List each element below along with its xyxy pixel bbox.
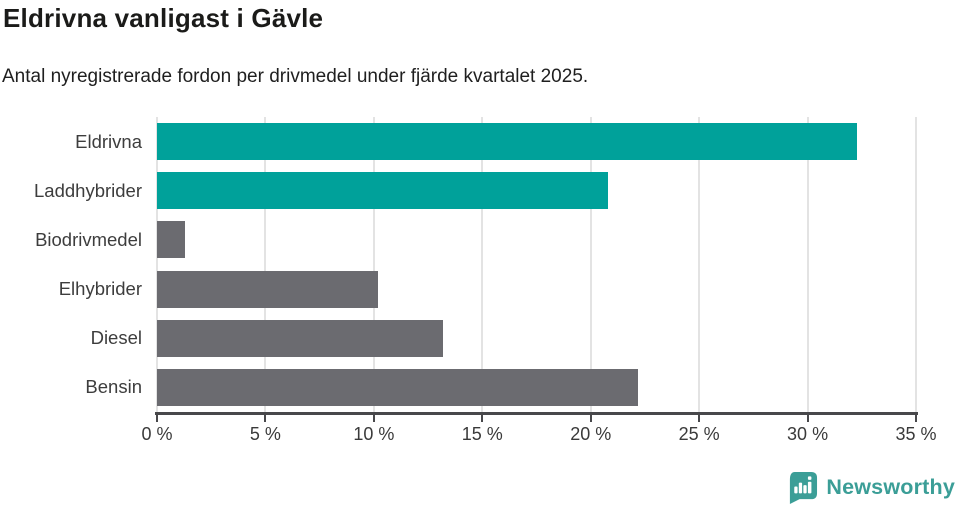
plot-area: [156, 117, 917, 412]
gridline: [698, 117, 701, 412]
chart-subtitle: Antal nyregistrerade fordon per drivmede…: [2, 66, 589, 87]
gridline: [264, 117, 267, 412]
bar-row: Eldrivna: [0, 117, 960, 166]
x-tick-mark: [372, 415, 375, 422]
x-tick-label: 15 %: [461, 424, 503, 444]
x-tick-label: 30 %: [787, 424, 829, 444]
x-axis-line: [155, 412, 918, 415]
x-tick-label: 5 %: [249, 424, 281, 444]
x-tick-mark: [156, 415, 158, 422]
gridline: [372, 117, 375, 412]
category-label: Eldrivna: [75, 130, 142, 152]
category-label: Elhybrider: [58, 278, 142, 300]
x-tick-label: 10 %: [353, 424, 395, 444]
bar-row: Elhybrider: [0, 265, 960, 314]
category-label: Biodrivmedel: [35, 228, 142, 250]
gridline: [156, 117, 158, 412]
newsworthy-logo-icon: [790, 471, 818, 504]
bar-row: Diesel: [0, 314, 960, 363]
x-tick-label: 0 %: [141, 424, 173, 444]
x-tick-mark: [806, 415, 809, 422]
gridline: [481, 117, 484, 412]
gridline: [915, 117, 917, 412]
x-tick-mark: [915, 415, 917, 422]
x-tick-mark: [698, 415, 701, 422]
x-tick-label: 25 %: [678, 424, 720, 444]
x-tick-label: 20 %: [570, 424, 612, 444]
x-tick-mark: [264, 415, 267, 422]
chart-title: Eldrivna vanligast i Gävle: [3, 3, 324, 33]
x-tick-mark: [589, 415, 592, 422]
category-label: Laddhybrider: [34, 179, 142, 201]
brand-footer: Newsworthy: [787, 471, 955, 504]
bar-diesel: [157, 319, 444, 357]
bar-row: Bensin: [0, 363, 960, 412]
bar-laddhybrider: [157, 172, 609, 210]
x-tick-label: 35 %: [895, 424, 937, 444]
bar-row: Laddhybrider: [0, 166, 960, 215]
bar-eldrivna: [157, 123, 858, 160]
brand-name: Newsworthy: [826, 474, 955, 499]
category-label: Diesel: [90, 327, 142, 349]
category-label: Bensin: [85, 376, 142, 398]
bar-bensin: [157, 368, 639, 406]
gridline: [806, 117, 809, 412]
bar-biodrivmedel: [157, 221, 186, 259]
gridline: [589, 117, 592, 412]
bar-row: Biodrivmedel: [0, 215, 960, 264]
x-tick-mark: [481, 415, 484, 422]
bar-elhybrider: [157, 270, 379, 308]
